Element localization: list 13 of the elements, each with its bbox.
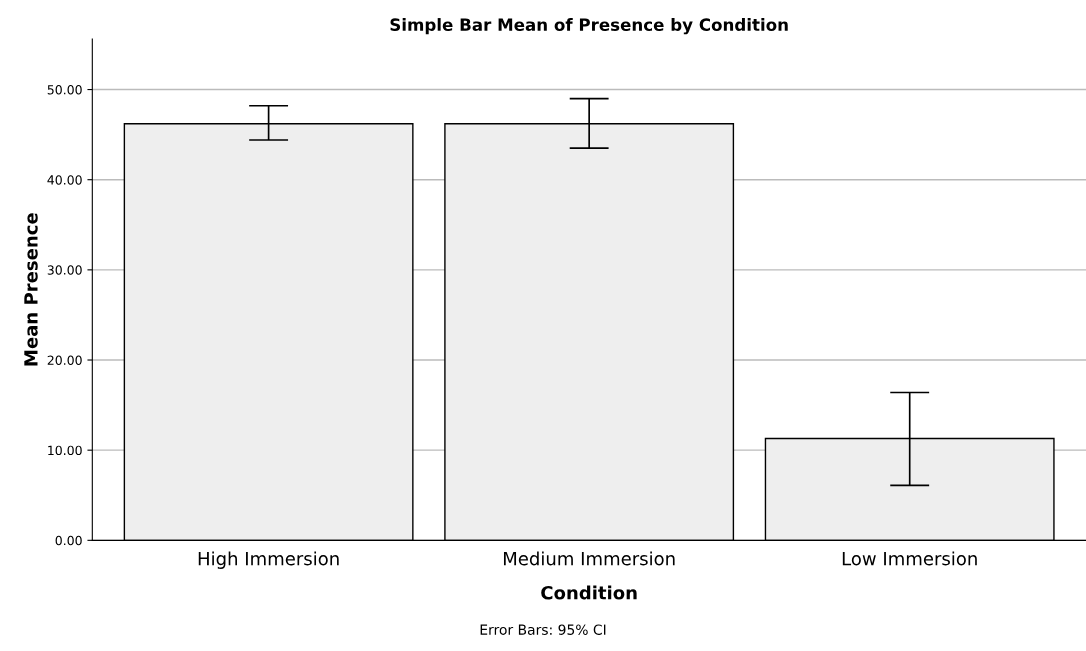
chart-title: Simple Bar Mean of Presence by Condition — [390, 18, 788, 35]
x-axis-title: Condition — [541, 585, 637, 600]
y-axis-title: Mean Presence — [24, 213, 38, 366]
text: Error Bars: 95% CI — [480, 624, 606, 635]
x-tick-label: Low Immersion — [842, 551, 977, 566]
y-tick-label: 50.00 — [47, 85, 82, 95]
y-tick-label: 20.00 — [47, 355, 82, 365]
y-tick-label: 40.00 — [47, 175, 82, 185]
y-tick-label: 10.00 — [48, 445, 82, 456]
x-tick-label: High Immersion — [198, 551, 339, 569]
y-tick-label: 0.00 — [55, 535, 82, 546]
y-tick-label: 30.00 — [47, 265, 82, 275]
x-tick-label: Medium Immersion — [503, 551, 675, 566]
